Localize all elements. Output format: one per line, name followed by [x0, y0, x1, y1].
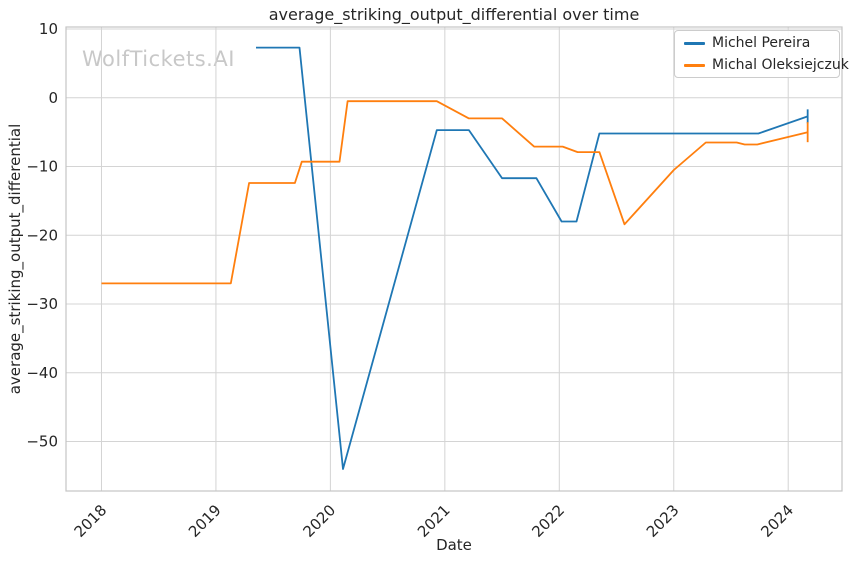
x-tick-label: 2018 — [71, 501, 111, 541]
x-tick-label: 2023 — [643, 501, 683, 541]
y-axis-label: average_striking_output_differential — [6, 123, 24, 395]
x-axis-label: Date — [436, 536, 472, 554]
y-tick-label: −40 — [26, 364, 58, 382]
legend-label-michel-pereira: Michel Pereira — [712, 35, 811, 51]
x-tick-label: 2019 — [185, 501, 225, 541]
legend-line-michal-oleksiejczuk — [684, 63, 705, 67]
y-tick-label: −10 — [26, 158, 58, 176]
y-tick-label: −20 — [26, 226, 58, 244]
legend: Michel Pereira Michal Oleksiejczuk — [674, 30, 849, 78]
watermark: WolfTickets.AI — [82, 47, 235, 71]
series-line-1 — [101, 100, 808, 285]
legend-line-michel-pereira — [684, 41, 705, 45]
y-tick-label: −50 — [26, 433, 58, 451]
x-tick-label: 2024 — [757, 501, 797, 541]
y-tick-label: 0 — [48, 89, 58, 107]
series-line-0 — [256, 46, 808, 470]
x-tick-label: 2021 — [414, 501, 454, 541]
x-tick-label: 2020 — [299, 501, 339, 541]
chart-title: average_striking_output_differential ove… — [268, 5, 640, 24]
x-tick-label: 2022 — [528, 501, 568, 541]
y-tick-label: 10 — [39, 20, 58, 38]
y-tick-label: −30 — [26, 295, 58, 313]
plot-border — [65, 26, 843, 492]
legend-item-michal-oleksiejczuk: Michal Oleksiejczuk — [684, 56, 849, 75]
legend-label-michal-oleksiejczuk: Michal Oleksiejczuk — [712, 57, 849, 73]
legend-item-michel-pereira: Michel Pereira — [684, 34, 839, 53]
